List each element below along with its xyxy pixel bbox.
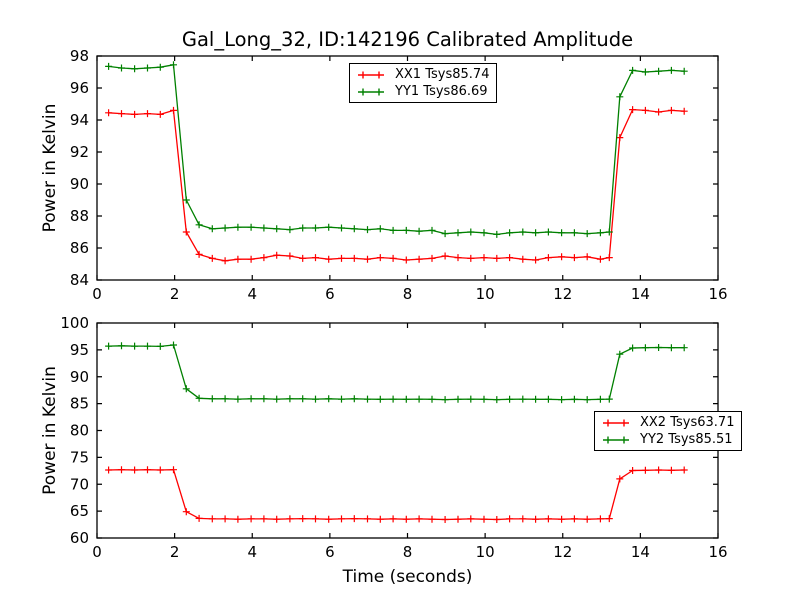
x-tick-label: 2: [170, 285, 180, 303]
legend-item-yy1: YY1 Tsys86.69: [356, 83, 489, 100]
series-XX2-markers: [105, 466, 688, 523]
x-tick-label: 16: [708, 543, 727, 561]
x-tick-label: 0: [92, 285, 102, 303]
y-tick-label: 94: [70, 111, 89, 129]
x-tick-label: 8: [403, 543, 413, 561]
series-YY1-markers: [105, 61, 688, 238]
subplot-top: 0 2 4 6 8 10 12 14 16 84 86 88 90 92 94 96 98 Power in Ke…: [40, 47, 728, 303]
series-XX2-line: [108, 469, 685, 521]
x-tick-label: 12: [553, 285, 572, 303]
x-tick-label: 0: [92, 543, 102, 561]
x-tick-label: 16: [708, 285, 727, 303]
y-tick-label: 90: [70, 175, 89, 193]
legend-item-xx2: XX2 Tsys63.71: [601, 414, 734, 431]
y-tick-label: 100: [60, 314, 89, 332]
y-tick-label: 90: [70, 368, 89, 386]
y-tick-label: 84: [70, 271, 89, 289]
subplot-bottom: 0 2 4 6 8 10 12 14 16 60 65 70 75 80 85 90 95 100 Power in…: [40, 314, 728, 587]
y-axis-label: Power in Kelvin: [40, 104, 60, 233]
y-tick-label: 86: [70, 239, 89, 257]
y-tick-label: 85: [70, 395, 89, 413]
legend-label-xx2: XX2 Tsys63.71: [640, 415, 735, 430]
legend-item-xx1: XX1 Tsys85.74: [356, 66, 489, 83]
x-tick-label: 4: [247, 285, 257, 303]
legend-bottom: XX2 Tsys63.71 YY2 Tsys85.51: [594, 411, 743, 451]
legend-label-yy1: YY1 Tsys86.69: [395, 84, 488, 99]
legend-label-yy2: YY2 Tsys85.51: [640, 432, 733, 447]
y-tick-label: 60: [70, 529, 89, 547]
legend-item-yy2: YY2 Tsys85.51: [601, 431, 734, 448]
y-tick-label: 88: [70, 207, 89, 225]
plus-line-marker-icon: [603, 436, 629, 443]
series-YY2-markers: [105, 341, 688, 404]
x-tick-label: 4: [247, 543, 257, 561]
x-tick-label: 6: [325, 543, 335, 561]
x-tick-label: 14: [631, 285, 650, 303]
y-tick-label: 70: [70, 475, 89, 493]
axes-frame: [96, 55, 719, 281]
y-tick-label: 80: [70, 422, 89, 440]
y-tick-label: 92: [70, 143, 89, 161]
series-XX1-markers: [105, 106, 688, 265]
plus-line-marker-icon: [358, 71, 384, 78]
x-tick-label: 10: [476, 285, 495, 303]
y-tick-label: 75: [70, 448, 89, 466]
x-tick-label: 10: [476, 543, 495, 561]
series-YY1-line: [108, 64, 685, 236]
x-tick-label: 14: [631, 543, 650, 561]
series-XX1-line: [108, 108, 685, 262]
x-tick-label: 6: [325, 285, 335, 303]
y-tick-label: 65: [70, 502, 89, 520]
chart-title: Gal_Long_32, ID:142196 Calibrated Amplit…: [181, 28, 634, 51]
x-tick-label: 8: [403, 285, 413, 303]
plus-line-marker-icon: [358, 88, 384, 95]
y-tick-label: 98: [70, 47, 89, 65]
y-tick-label: 95: [70, 341, 89, 359]
plus-line-marker-icon: [603, 419, 629, 426]
x-tick-label: 2: [170, 543, 180, 561]
y-tick-label: 96: [70, 79, 89, 97]
legend-top: XX1 Tsys85.74 YY1 Tsys86.69: [349, 63, 498, 103]
x-tick-label: 12: [553, 543, 572, 561]
x-axis-label: Time (seconds): [342, 567, 473, 587]
series-YY2-line: [108, 344, 685, 401]
y-axis-label: Power in Kelvin: [40, 366, 60, 495]
legend-label-xx1: XX1 Tsys85.74: [395, 67, 490, 82]
